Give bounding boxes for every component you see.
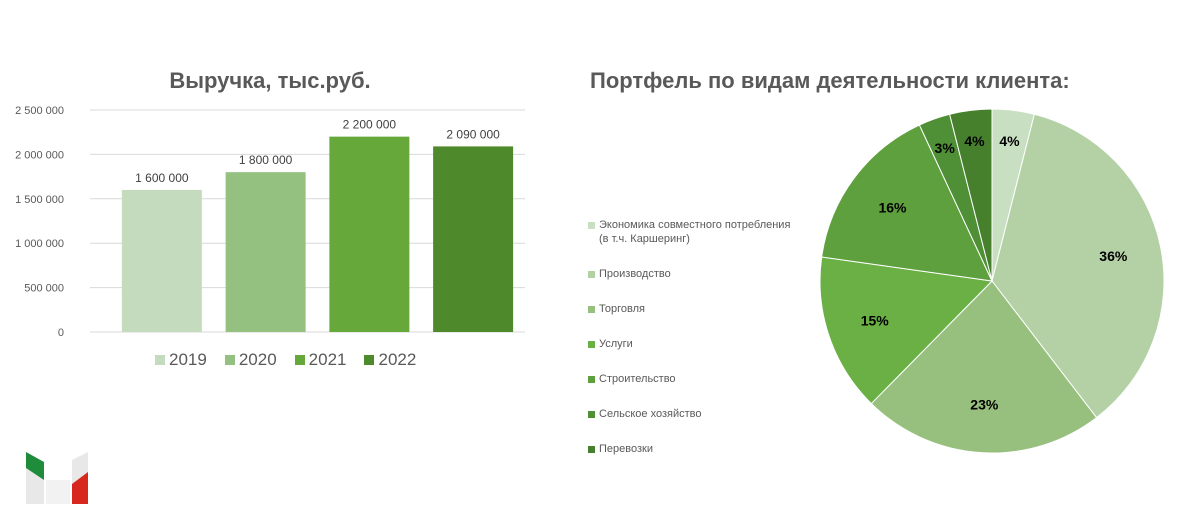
legend-swatch: [588, 222, 595, 229]
pie-slice-label: 16%: [878, 199, 907, 215]
legend-swatch: [588, 376, 595, 383]
legend-item: Сельское хозяйство: [588, 407, 798, 421]
legend-item: 2019: [155, 350, 207, 370]
legend-swatch: [588, 411, 595, 418]
pie-slice-label: 36%: [1099, 248, 1128, 264]
pie-slice: [991, 113, 1165, 419]
legend-label: Перевозки: [599, 443, 653, 455]
legend-swatch: [294, 355, 305, 365]
portfolio-chart-title: Портфель по видам деятельности клиента:: [590, 68, 1070, 93]
legend-label: Экономика совместного потребления (в т.ч…: [599, 219, 791, 245]
legend-item: Экономика совместного потребления (в т.ч…: [588, 218, 798, 246]
legend-item: Производство: [588, 267, 798, 281]
legend-swatch: [588, 446, 595, 453]
legend-item: Торговля: [588, 302, 798, 316]
legend-item: Услуги: [588, 337, 798, 351]
legend-label: 2021: [308, 350, 347, 369]
legend-item: Строительство: [588, 372, 798, 386]
pie-slice: [819, 256, 994, 405]
legend-item: 2022: [364, 350, 416, 370]
legend-swatch: [155, 355, 165, 365]
y-tick-label: 1 000 000: [15, 238, 64, 250]
revenue-chart-title: Выручка, тыс.руб.: [169, 68, 371, 93]
bar-value-label: 2 090 000: [446, 127, 500, 141]
legend-swatch: [588, 341, 595, 348]
portfolio-pie-chart: 4% 36% 23% 15% 16% 3% 4%: [819, 108, 1165, 454]
pie-slice: [821, 124, 993, 282]
pie-slice-label: 3%: [935, 140, 956, 156]
legend-item: Перевозки: [588, 442, 798, 456]
legend-item: 2021: [294, 350, 347, 370]
bar-2022: [433, 146, 514, 332]
bar-2021: [329, 136, 410, 332]
y-tick-label: 500 000: [24, 283, 64, 295]
pie-slice-label: 23%: [970, 397, 999, 413]
portfolio-legend: Экономика совместного потребления (в т.ч…: [588, 218, 798, 477]
bar-2020: [225, 172, 306, 332]
legend-swatch: [224, 355, 235, 365]
legend-label: Производство: [599, 268, 671, 280]
legend-label: 2020: [238, 350, 277, 369]
legend-label: Строительство: [599, 373, 676, 385]
legend-swatch: [588, 271, 595, 278]
y-tick-label: 0: [58, 327, 64, 339]
y-tick-label: 2 000 000: [15, 149, 64, 161]
bar-2019: [121, 189, 202, 332]
y-tick-label: 2 500 000: [15, 105, 64, 117]
bar-value-label: 1 800 000: [239, 153, 293, 167]
pie-slice-label: 4%: [999, 133, 1020, 149]
revenue-legend: 2019 2020 2021 2022: [155, 350, 416, 370]
bar-value-label: 2 200 000: [343, 118, 397, 132]
pie-slice-label: 4%: [964, 133, 985, 149]
legend-label: Торговля: [599, 303, 645, 315]
bar-value-label: 1 600 000: [135, 171, 189, 185]
legend-item: 2020: [224, 350, 277, 370]
legend-label: 2022: [378, 350, 417, 369]
pie-slice-label: 15%: [861, 313, 890, 329]
legend-label: Сельское хозяйство: [599, 408, 702, 420]
legend-swatch: [364, 355, 375, 365]
pie-slice: [870, 280, 1098, 454]
legend-swatch: [588, 306, 595, 313]
pie-slice: [949, 108, 993, 282]
company-logo: [26, 452, 88, 504]
revenue-bar-chart: 0 500 000 1 000 000 1 500 000 2 000 000 2 500…: [15, 105, 525, 339]
y-tick-label: 1 500 000: [15, 194, 64, 206]
legend-label: Услуги: [599, 338, 633, 350]
legend-label: 2019: [169, 350, 207, 369]
